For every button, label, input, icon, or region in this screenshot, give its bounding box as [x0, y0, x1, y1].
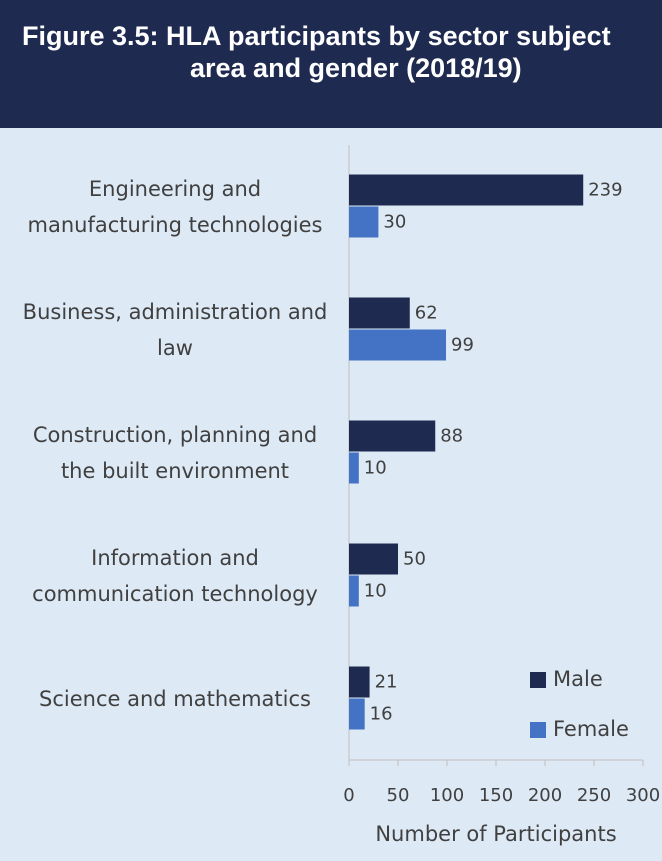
- data-label: 10: [364, 458, 387, 479]
- x-tick-label: 150: [479, 785, 513, 806]
- bar: [349, 452, 359, 484]
- chart-title: Figure 3.5: HLA participants by sector s…: [22, 21, 611, 83]
- data-label: 88: [440, 426, 463, 447]
- title-banner: Figure 3.5: HLA participants by sector s…: [0, 0, 662, 128]
- data-label: 10: [364, 581, 387, 602]
- x-tick-label: 0: [343, 785, 354, 806]
- data-label: 62: [415, 303, 438, 324]
- y-tick-label: Science and mathematics: [39, 686, 311, 711]
- y-tick-label: Information and communication technology: [32, 545, 318, 606]
- y-tick-label: Construction, planning and the built env…: [32, 422, 318, 483]
- bar: [349, 575, 359, 607]
- x-axis-title: Number of Participants: [375, 822, 616, 846]
- x-tick-label: 100: [430, 785, 464, 806]
- y-tick-label: Business, administration and law: [22, 299, 328, 360]
- x-tick-label: 300: [626, 785, 660, 806]
- bar: [349, 420, 436, 452]
- bar: [349, 297, 410, 329]
- legend-swatch: [530, 672, 546, 688]
- data-label: 21: [375, 672, 398, 693]
- bar: [349, 329, 447, 361]
- bar: [349, 174, 584, 206]
- bar: [349, 206, 379, 238]
- data-label: 99: [451, 335, 474, 356]
- data-label: 16: [370, 704, 393, 725]
- legend-label: Female: [553, 717, 629, 741]
- x-tick-label: 50: [387, 785, 410, 806]
- data-label: 50: [403, 549, 426, 570]
- bar: [349, 666, 370, 698]
- legend-swatch: [530, 722, 546, 738]
- legend-label: Male: [553, 667, 603, 691]
- y-tick-label: Engineering and manufacturing technologi…: [27, 176, 323, 237]
- data-label: 30: [383, 212, 406, 233]
- bar: [349, 698, 365, 730]
- x-tick-label: 200: [528, 785, 562, 806]
- bar: [349, 543, 398, 575]
- x-tick-label: 250: [577, 785, 611, 806]
- data-label: 239: [588, 180, 622, 201]
